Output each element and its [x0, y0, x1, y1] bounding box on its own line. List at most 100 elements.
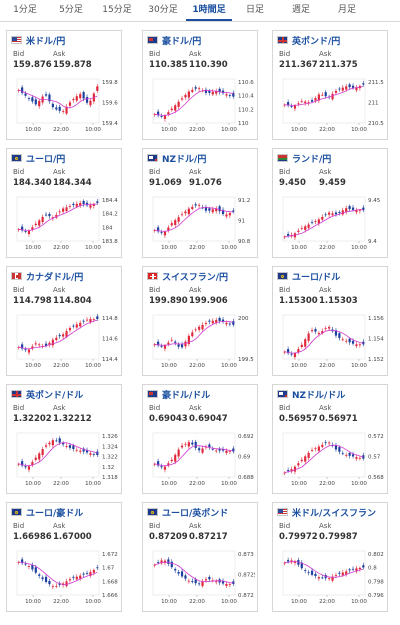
candle-body: [163, 231, 167, 236]
tab-4[interactable]: 30分足: [148, 5, 178, 15]
card-title[interactable]: 米ドル/円: [11, 34, 66, 47]
bid-value: 1.15300: [279, 296, 318, 306]
moving-average-line: [18, 89, 98, 109]
candle-body: [48, 580, 51, 585]
pair-name[interactable]: カナダドル/円: [26, 272, 84, 283]
candle-body: [85, 97, 89, 103]
candle-body: [62, 111, 65, 112]
pair-name[interactable]: 英ポンド/円: [292, 36, 341, 47]
pair-name[interactable]: 豪ドル/ドル: [162, 390, 211, 401]
plot-frame: [282, 196, 366, 242]
pair-name[interactable]: 米ドル/スイスフラン: [292, 508, 377, 519]
tab-5[interactable]: 1時間足: [186, 0, 232, 21]
moving-average-line: [284, 86, 364, 106]
currency-card[interactable]: ユーロ/豪ドル Bid Ask 1.66986 1.67000 1.672 1.67 1.66…: [6, 502, 122, 612]
currency-card[interactable]: 英ポンド/円 Bid Ask 211.367 211.375 211.5 211 210.5 1…: [272, 30, 388, 140]
candle-body: [96, 451, 99, 455]
currency-card[interactable]: 米ドル/スイスフラン Bid Ask 0.79972 0.79987 0.802 0.8 0.…: [272, 502, 388, 612]
candle-body: [324, 328, 327, 330]
tab-6[interactable]: 日足: [245, 5, 264, 15]
tab-8[interactable]: 月足: [337, 5, 356, 15]
currency-card[interactable]: ランド/円 Bid Ask 9.450 9.459 9.45 9.4 10:00 22:00 10…: [272, 148, 388, 258]
candle-body: [232, 92, 235, 97]
candle-body: [180, 445, 184, 448]
card-title[interactable]: 英ポンド/円: [277, 34, 341, 47]
candle-body: [341, 572, 344, 576]
candle-body: [65, 207, 68, 212]
chart-bg: [149, 75, 255, 133]
currency-card[interactable]: ユーロ/ドル Bid Ask 1.15300 1.15303 1.156 1.154 1.15…: [272, 266, 388, 376]
candle-body: [65, 581, 68, 587]
card-title[interactable]: NZドル/ドル: [277, 388, 346, 401]
card-title[interactable]: 豪ドル/ドル: [147, 388, 211, 401]
currency-card[interactable]: スイスフラン/円 Bid Ask 199.890 199.906 200 199.5 10:0…: [142, 266, 258, 376]
card-title[interactable]: 米ドル/スイスフラン: [277, 506, 377, 519]
candlestick-chart[interactable]: 9.459.410:00 22:00 10:00: [279, 193, 385, 251]
pair-name[interactable]: NZドル/ドル: [292, 390, 346, 401]
pair-name[interactable]: ユーロ/豪ドル: [26, 508, 84, 519]
moving-average-line: [18, 442, 98, 467]
candle-body: [96, 316, 99, 319]
currency-card[interactable]: NZドル/ドル Bid Ask 0.56957 0.56971 0.572 0.57 0.56…: [272, 384, 388, 494]
card-title[interactable]: 豪ドル/円: [147, 34, 202, 47]
y-tick-label: 200: [238, 316, 249, 322]
currency-card[interactable]: ユーロ/円 Bid Ask 184.340 184.344 184.4 184.2 184 18…: [6, 148, 122, 258]
pair-name[interactable]: 英ポンド/ドル: [26, 390, 84, 401]
y-tick-label: 199.5: [238, 357, 254, 363]
y-tick-label: 1.156: [368, 316, 384, 322]
currency-card[interactable]: 米ドル/円 Bid Ask 159.876 159.878 159.8 159.6 159.4…: [6, 30, 122, 140]
currency-card[interactable]: 豪ドル/円 Bid Ask 110.385 110.390 110.6 110.4 110.2…: [142, 30, 258, 140]
candle-body: [218, 317, 221, 321]
tab-2[interactable]: 5分足: [59, 5, 83, 15]
y-tick-label: 1.324: [102, 444, 118, 450]
currency-card[interactable]: カナダドル/円 Bid Ask 114.798 114.804 114.8 114.6 114…: [6, 266, 122, 376]
tab-7[interactable]: 週足: [291, 5, 310, 15]
card-title[interactable]: NZドル/円: [147, 152, 207, 165]
card-title[interactable]: 英ポンド/ドル: [11, 388, 84, 401]
tab-3[interactable]: 15分足: [102, 5, 132, 15]
y-tick-label: 114.6: [102, 337, 118, 343]
candle-body: [51, 440, 54, 446]
bid-label: Bid: [279, 168, 291, 176]
pair-name[interactable]: ランド/円: [292, 154, 332, 165]
card-title[interactable]: ユーロ/円: [11, 152, 66, 165]
currency-card[interactable]: NZドル/円 Bid Ask 91.069 91.076 91.2 91 90.8 10:00 2…: [142, 148, 258, 258]
currency-card[interactable]: 英ポンド/ドル Bid Ask 1.32202 1.32212 1.326 1.324 1.3…: [6, 384, 122, 494]
currency-card[interactable]: 豪ドル/ドル Bid Ask 0.69043 0.69047 0.692 0.69 0.688…: [142, 384, 258, 494]
pair-name[interactable]: ユーロ/英ポンド: [162, 508, 229, 519]
bid-value: 9.450: [279, 178, 306, 188]
ask-label: Ask: [53, 286, 66, 294]
card-title[interactable]: ユーロ/ドル: [277, 270, 341, 283]
pair-name[interactable]: ユーロ/ドル: [292, 272, 341, 283]
candle-body: [82, 320, 85, 322]
tab-1[interactable]: 1分足: [13, 5, 37, 15]
pair-name[interactable]: スイスフラン/円: [162, 272, 229, 283]
card-title[interactable]: ユーロ/豪ドル: [11, 506, 84, 519]
pair-name[interactable]: 米ドル/円: [26, 36, 66, 47]
card-title[interactable]: スイスフラン/円: [147, 270, 229, 283]
pair-name[interactable]: 豪ドル/円: [162, 36, 202, 47]
pair-name[interactable]: NZドル/円: [162, 154, 207, 165]
chart-bg: [13, 429, 119, 487]
candle-body: [351, 340, 355, 344]
pair-name[interactable]: ユーロ/円: [26, 154, 66, 165]
flag-icon: [277, 508, 288, 516]
card-title[interactable]: カナダドル/円: [11, 270, 84, 283]
card-title[interactable]: ユーロ/英ポンド: [147, 506, 229, 519]
card-title[interactable]: ランド/円: [277, 152, 332, 165]
